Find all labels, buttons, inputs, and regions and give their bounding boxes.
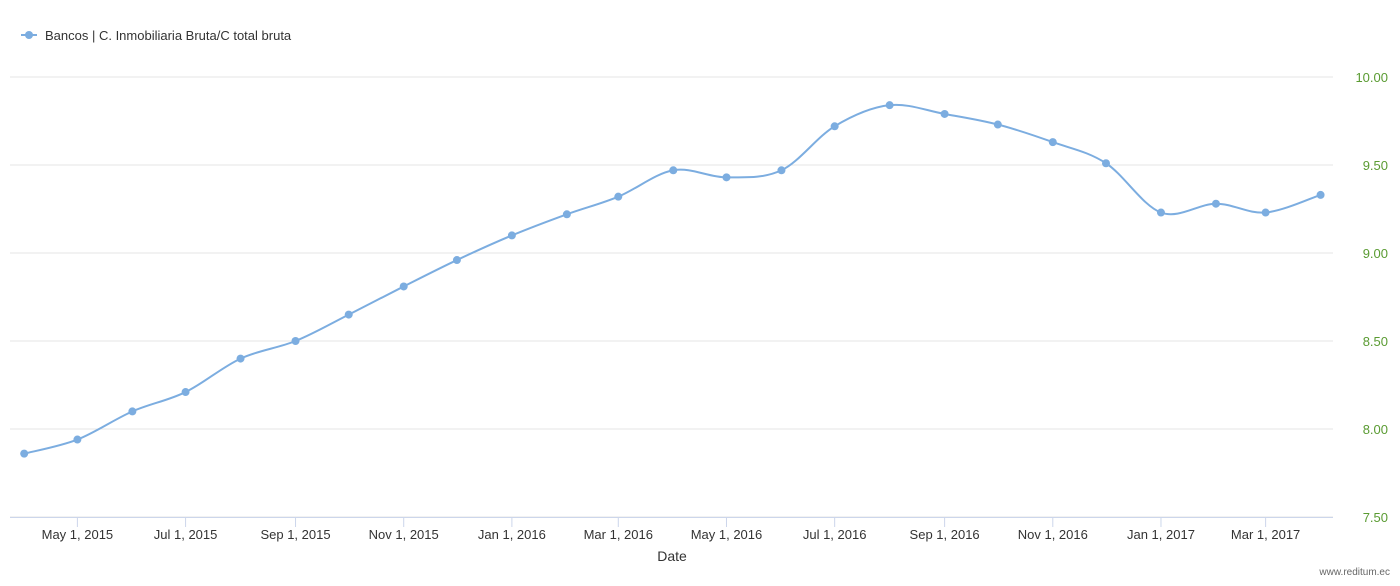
- legend-symbol: [25, 31, 33, 39]
- data-point: [885, 101, 894, 110]
- x-tick-label: Jul 1, 2015: [154, 527, 218, 542]
- data-point: [993, 120, 1002, 129]
- data-point: [1211, 199, 1220, 208]
- data-point: [1048, 138, 1057, 147]
- credit: www.reditum.ec: [1318, 567, 1390, 578]
- data-point: [830, 122, 839, 131]
- legend-label: Bancos | C. Inmobiliaria Bruta/C total b…: [45, 28, 292, 43]
- y-tick-label: 8.00: [1363, 422, 1388, 437]
- data-point: [1156, 208, 1165, 217]
- data-point: [399, 282, 408, 291]
- x-tick-label: Nov 1, 2016: [1018, 527, 1088, 542]
- data-point: [73, 435, 82, 444]
- data-point: [777, 166, 786, 175]
- x-tick-label: May 1, 2016: [691, 527, 763, 542]
- data-point: [1316, 190, 1325, 199]
- data-point: [562, 210, 571, 219]
- x-tick-label: May 1, 2015: [42, 527, 114, 542]
- data-point: [669, 166, 678, 175]
- data-point: [291, 337, 300, 345]
- y-tick-label: 8.50: [1363, 334, 1388, 349]
- data-point: [236, 354, 245, 363]
- data-point: [20, 449, 29, 458]
- x-tick-label: Jan 1, 2017: [1127, 527, 1195, 542]
- x-tick-label: Sep 1, 2016: [910, 527, 980, 542]
- x-tick-label: Jan 1, 2016: [478, 527, 546, 542]
- y-tick-label: 9.00: [1363, 246, 1388, 261]
- data-point: [614, 192, 623, 201]
- data-point: [1101, 159, 1110, 168]
- data-point: [344, 310, 353, 319]
- data-point: [181, 388, 190, 397]
- x-axis-title: Date: [657, 548, 687, 564]
- data-point: [722, 173, 731, 182]
- x-tick-label: Jul 1, 2016: [803, 527, 867, 542]
- data-point: [940, 109, 949, 118]
- x-tick-label: Mar 1, 2016: [584, 527, 653, 542]
- data-point: [452, 256, 461, 265]
- x-tick-label: Nov 1, 2015: [369, 527, 439, 542]
- y-tick-label: 7.50: [1363, 510, 1388, 525]
- data-point: [128, 407, 137, 416]
- x-tick-label: Sep 1, 2015: [260, 527, 330, 542]
- data-point: [1261, 208, 1270, 217]
- y-tick-label: 9.50: [1363, 158, 1388, 173]
- series-line: [23, 103, 1321, 455]
- data-point: [507, 231, 516, 240]
- x-tick-label: Mar 1, 2017: [1231, 527, 1300, 542]
- y-tick-label: 10.00: [1355, 70, 1388, 85]
